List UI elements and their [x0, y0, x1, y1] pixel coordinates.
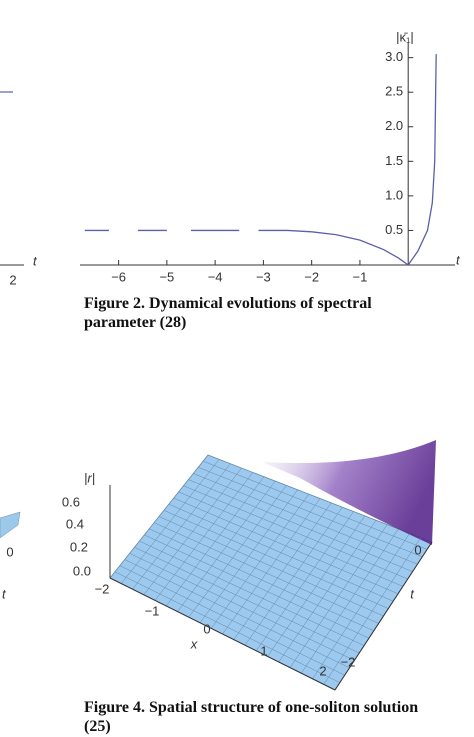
z-axis-label: |r| [84, 470, 95, 485]
x-tick-label: −6 [111, 269, 126, 284]
x-axis-label: t [456, 252, 461, 267]
surface-plot [109, 440, 436, 691]
caption: Figure 4. Spatial structure of one-solit… [84, 699, 419, 735]
caption: Figure 2. Dynamical evolutions of spectr… [84, 295, 372, 331]
x-tick-label: −2 [304, 269, 319, 284]
grid-line [289, 524, 388, 668]
soliton-peak [262, 440, 436, 545]
t-tick-label: −2 [341, 654, 356, 669]
z-tick-label: 0.4 [66, 516, 84, 531]
x-tick-label: −1 [145, 603, 160, 618]
grid-line [193, 473, 418, 565]
grid-line [198, 467, 423, 558]
x-axis-label: x [190, 636, 198, 651]
x-tick-label: −5 [159, 269, 174, 284]
x-tick-label: 2 [319, 663, 326, 678]
fragment-axis-label: t [2, 586, 7, 601]
t-axis-label: t [410, 586, 415, 601]
z-tick-label: 0.2 [70, 539, 88, 554]
grid-line [323, 537, 422, 685]
t-axis [334, 541, 433, 691]
y-tick-label: 2.0 [385, 118, 403, 133]
x-tick-label: 0 [203, 621, 210, 636]
x-tick-label: 1 [260, 643, 267, 658]
y-axis-label: |κ̄₁| [396, 29, 414, 44]
surface-grid [114, 459, 428, 685]
grid-line [158, 516, 384, 617]
z-tick-label: 0.0 [73, 563, 91, 578]
grid-line [163, 510, 389, 609]
grid-line [244, 507, 343, 646]
x-axis [109, 577, 336, 691]
x-tick-label: −2 [95, 581, 110, 596]
grid-line [188, 479, 413, 572]
x-tick-label: −1 [353, 269, 368, 284]
y-tick-label: 3.0 [385, 49, 403, 64]
y-tick-label: 0.5 [385, 222, 403, 237]
x-tick-label: −3 [256, 269, 271, 284]
t-tick-label: 0 [414, 542, 421, 557]
grid-line [267, 515, 366, 657]
grid-line [312, 533, 410, 679]
grid-line [233, 502, 332, 640]
grid-line [168, 503, 394, 602]
y-tick-label: 2.5 [385, 84, 403, 99]
grid-line [278, 520, 377, 663]
fragment-axis-label: t [33, 253, 38, 268]
grid-line [203, 460, 428, 550]
grid-line [178, 491, 403, 587]
grid-line [301, 528, 399, 674]
y-tick-label: 1.0 [385, 187, 403, 202]
grid-line [183, 485, 408, 580]
fragment-tick: 2 [9, 272, 16, 287]
fragment-surface [0, 511, 21, 539]
fragment-tick: 0 [6, 544, 13, 559]
x-tick-label: −4 [208, 269, 223, 284]
grid-line [256, 511, 354, 651]
grid-line [173, 497, 399, 595]
data-line [84, 54, 437, 266]
y-tick-label: 1.5 [385, 153, 403, 168]
z-tick-label: 0.6 [62, 494, 80, 509]
